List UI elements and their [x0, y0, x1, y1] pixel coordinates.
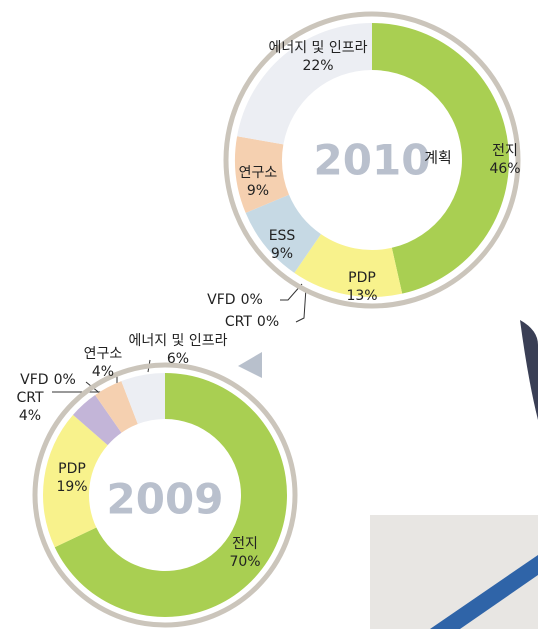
category-label: 전지: [492, 143, 518, 159]
donut-chart: 전지 46% PDP 13% VFD 0% CRT 0% ESS 9% 연구소 9% 에너지 및 인프라…: [207, 14, 520, 330]
value-label: 0%: [54, 372, 76, 388]
category-label: PDP: [58, 461, 86, 477]
value-label: 70%: [229, 554, 260, 570]
value-label: 0%: [241, 292, 263, 308]
value-label: 19%: [56, 479, 87, 495]
category-label: 연구소: [239, 165, 278, 181]
value-label: 9%: [271, 246, 293, 262]
value-label: 4%: [92, 364, 114, 380]
value-label: 9%: [247, 183, 269, 199]
category-label: VFD: [207, 292, 235, 308]
category-label: 전지: [232, 536, 258, 552]
data-label: VFD 0%: [207, 292, 263, 308]
value-label: 6%: [167, 351, 189, 367]
category-label: ESS: [269, 228, 296, 244]
value-label: 0%: [257, 314, 279, 330]
center-year: 2009: [107, 475, 224, 524]
category-label: CRT: [16, 390, 43, 406]
arrow-pointer: [238, 352, 262, 378]
value-label: 13%: [346, 288, 377, 304]
value-label: 22%: [302, 58, 333, 74]
photo-background: [370, 515, 538, 629]
data-label: CRT 0%: [225, 314, 279, 330]
category-label: 에너지 및 인프라: [268, 40, 367, 56]
value-label: 4%: [19, 408, 41, 424]
photo-object: [520, 320, 538, 420]
donut-chart: 전지 70% PDP 19% CRT 4% VFD 0% 연구소 4% 에너지 및 인프라 6% 200…: [16, 333, 295, 625]
data-label: VFD 0%: [20, 372, 76, 388]
center-year: 2010: [314, 136, 431, 185]
category-label: PDP: [348, 270, 376, 286]
leader-line: [296, 288, 306, 322]
value-label: 46%: [489, 161, 520, 177]
chart: 전지 46% PDP 13% VFD 0% CRT 0% ESS 9% 연구소 9% 에너지 및 인프라…: [0, 0, 538, 629]
category-label: CRT: [225, 314, 252, 330]
category-label: VFD: [20, 372, 48, 388]
category-label: 연구소: [84, 346, 123, 362]
category-label: 에너지 및 인프라: [128, 333, 227, 349]
center-subtitle: 계획: [424, 149, 452, 167]
